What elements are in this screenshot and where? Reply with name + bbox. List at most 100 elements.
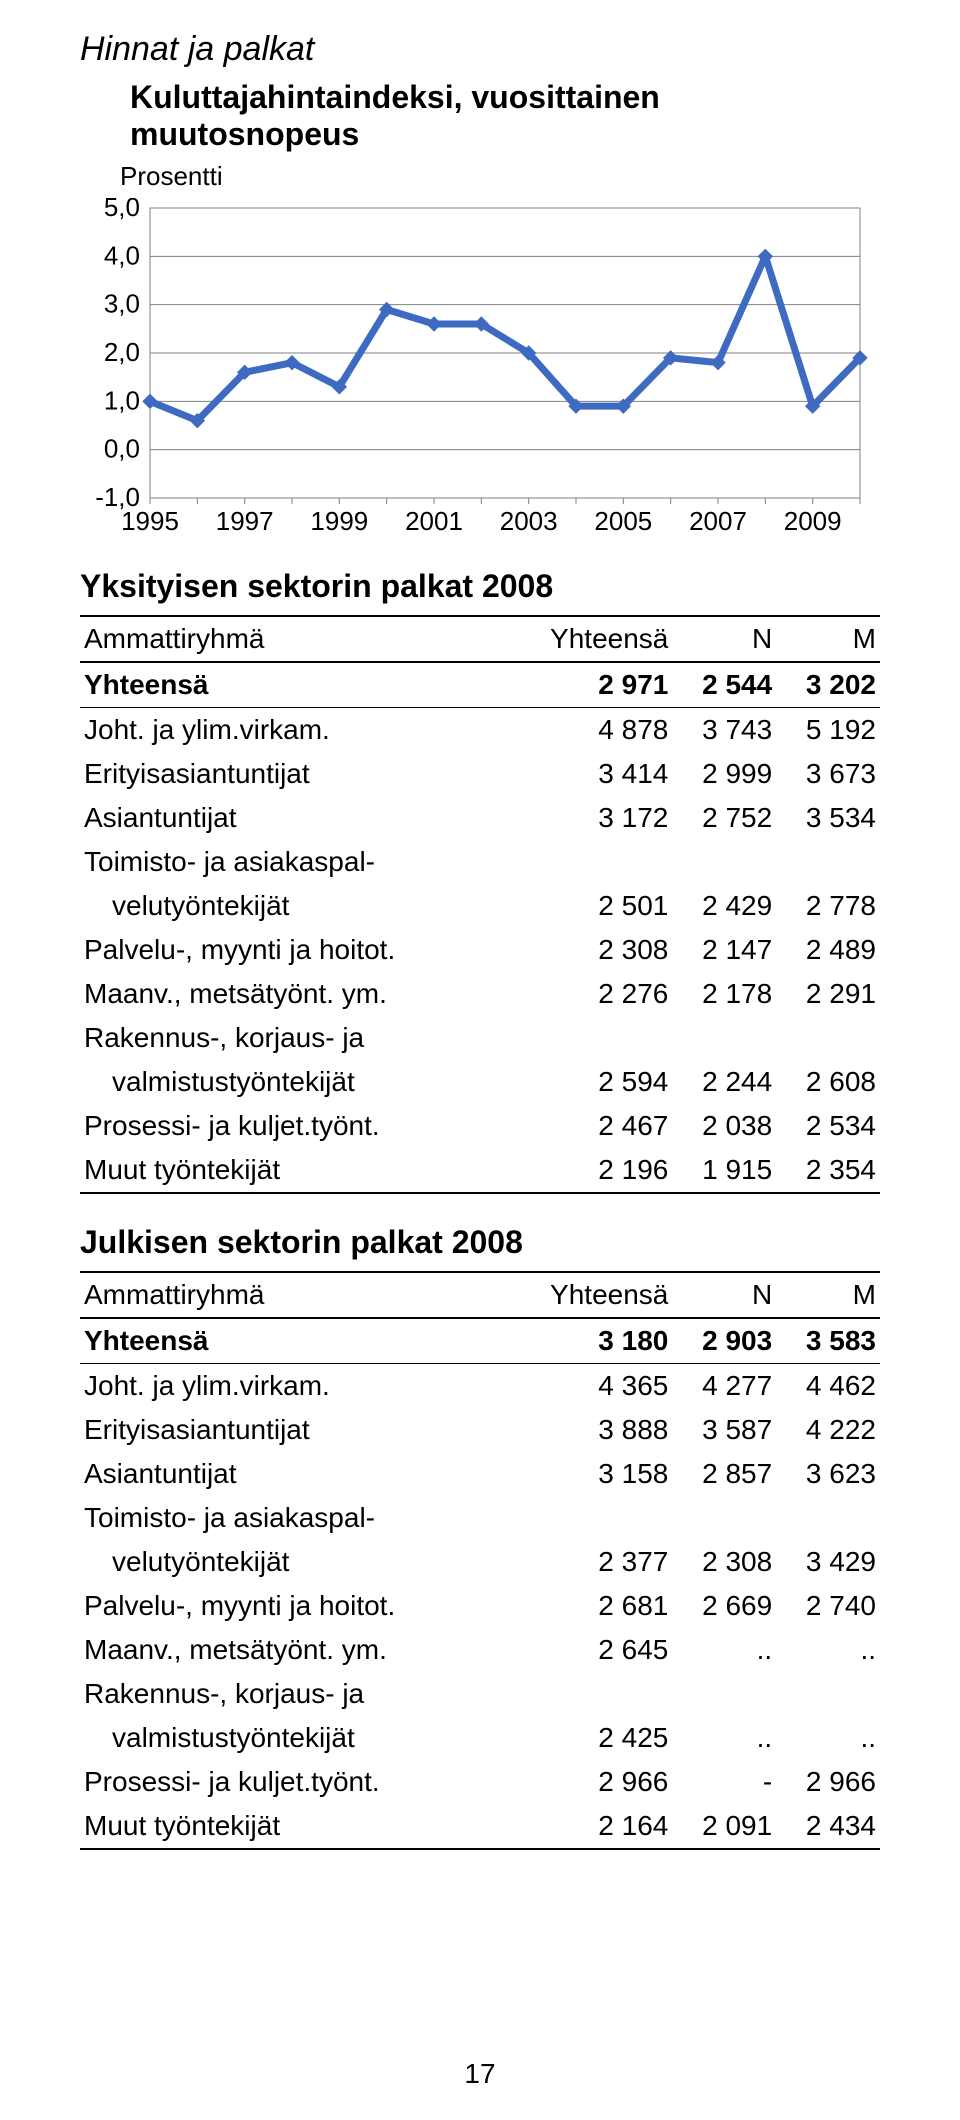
table-row: Prosessi- ja kuljet.työnt.2 4672 0382 53… bbox=[80, 1104, 880, 1148]
table-cell: 2 752 bbox=[672, 796, 776, 840]
table1: Ammattiryhmä Yhteensä N M Yhteensä2 9712… bbox=[80, 615, 880, 1194]
chart-title: Kuluttajahintaindeksi, vuosittainen muut… bbox=[130, 79, 880, 153]
table-cell-label: Joht. ja ylim.virkam. bbox=[80, 1364, 504, 1409]
table-cell-label: Rakennus-, korjaus- ja bbox=[80, 1016, 504, 1060]
x-tick-label: 1999 bbox=[310, 506, 368, 536]
table-cell: 3 429 bbox=[776, 1540, 880, 1584]
table-cell: 2 291 bbox=[776, 972, 880, 1016]
table2-header-1: Yhteensä bbox=[504, 1272, 672, 1318]
table1-header-2: N bbox=[672, 616, 776, 662]
table-cell: 2 645 bbox=[504, 1628, 672, 1672]
table-cell: 2 544 bbox=[672, 662, 776, 708]
table-row: Palvelu-, myynti ja hoitot.2 3082 1472 4… bbox=[80, 928, 880, 972]
table-cell: 2 178 bbox=[672, 972, 776, 1016]
table-row: Asiantuntijat3 1722 7523 534 bbox=[80, 796, 880, 840]
y-tick-label: 3,0 bbox=[104, 289, 140, 319]
table-cell: 3 583 bbox=[776, 1318, 880, 1364]
x-tick-label: 2009 bbox=[784, 506, 842, 536]
table-cell bbox=[504, 1672, 672, 1716]
table-cell-label: Prosessi- ja kuljet.työnt. bbox=[80, 1104, 504, 1148]
table-row: valmistustyöntekijät2 425.... bbox=[80, 1716, 880, 1760]
table-cell-label: valmistustyöntekijät bbox=[80, 1716, 504, 1760]
table-cell: 4 462 bbox=[776, 1364, 880, 1409]
table2-header-0: Ammattiryhmä bbox=[80, 1272, 504, 1318]
table-cell: 3 202 bbox=[776, 662, 880, 708]
table-cell: 2 778 bbox=[776, 884, 880, 928]
table-cell bbox=[776, 1016, 880, 1060]
table-cell: 2 608 bbox=[776, 1060, 880, 1104]
table-cell: 2 434 bbox=[776, 1804, 880, 1849]
table-row: Erityisasiantuntijat3 4142 9993 673 bbox=[80, 752, 880, 796]
table-cell bbox=[776, 840, 880, 884]
table-row: valmistustyöntekijät2 5942 2442 608 bbox=[80, 1060, 880, 1104]
x-tick-label: 2003 bbox=[500, 506, 558, 536]
table-cell: 2 196 bbox=[504, 1148, 672, 1193]
table-cell: 2 377 bbox=[504, 1540, 672, 1584]
table-row: velutyöntekijät2 3772 3083 429 bbox=[80, 1540, 880, 1584]
table-cell: .. bbox=[776, 1628, 880, 1672]
table-cell: 2 966 bbox=[776, 1760, 880, 1804]
table-cell: 2 467 bbox=[504, 1104, 672, 1148]
table-cell: 2 501 bbox=[504, 884, 672, 928]
x-tick-label: 2005 bbox=[594, 506, 652, 536]
y-tick-label: 0,0 bbox=[104, 434, 140, 464]
table-cell: 2 091 bbox=[672, 1804, 776, 1849]
table-cell: .. bbox=[672, 1716, 776, 1760]
table-cell-label: Palvelu-, myynti ja hoitot. bbox=[80, 928, 504, 972]
table1-header-3: M bbox=[776, 616, 880, 662]
table-cell bbox=[776, 1672, 880, 1716]
table-cell bbox=[504, 1016, 672, 1060]
table-row: Joht. ja ylim.virkam.4 3654 2774 462 bbox=[80, 1364, 880, 1409]
page-number: 17 bbox=[0, 2058, 960, 2090]
table-cell-label: Maanv., metsätyönt. ym. bbox=[80, 972, 504, 1016]
table-total-row: Yhteensä2 9712 5443 202 bbox=[80, 662, 880, 708]
table-cell: 2 903 bbox=[672, 1318, 776, 1364]
x-tick-label: 2007 bbox=[689, 506, 747, 536]
table-cell: 3 534 bbox=[776, 796, 880, 840]
chart-container: 5,04,03,02,01,00,0-1,0199519971999200120… bbox=[80, 198, 880, 538]
table-cell: 3 673 bbox=[776, 752, 880, 796]
table-cell-label: velutyöntekijät bbox=[80, 884, 504, 928]
table2-header-3: M bbox=[776, 1272, 880, 1318]
table-cell-label: Erityisasiantuntijat bbox=[80, 1408, 504, 1452]
table-cell: 3 414 bbox=[504, 752, 672, 796]
table-cell: 2 038 bbox=[672, 1104, 776, 1148]
x-tick-label: 1995 bbox=[121, 506, 179, 536]
table-cell: 2 740 bbox=[776, 1584, 880, 1628]
table-cell: 2 308 bbox=[672, 1540, 776, 1584]
table2-title: Julkisen sektorin palkat 2008 bbox=[80, 1224, 880, 1261]
y-axis-label: Prosentti bbox=[120, 161, 880, 192]
y-tick-label: 4,0 bbox=[104, 240, 140, 270]
table-cell: 2 966 bbox=[504, 1760, 672, 1804]
table-row: velutyöntekijät2 5012 4292 778 bbox=[80, 884, 880, 928]
table-cell-label: Maanv., metsätyönt. ym. bbox=[80, 1628, 504, 1672]
table-cell-label: Joht. ja ylim.virkam. bbox=[80, 708, 504, 753]
table-cell: 2 147 bbox=[672, 928, 776, 972]
table1-header-1: Yhteensä bbox=[504, 616, 672, 662]
table-row: Maanv., metsätyönt. ym.2 645.... bbox=[80, 1628, 880, 1672]
table-cell: 2 429 bbox=[672, 884, 776, 928]
table1-header-row: Ammattiryhmä Yhteensä N M bbox=[80, 616, 880, 662]
table2: Ammattiryhmä Yhteensä N M Yhteensä3 1802… bbox=[80, 1271, 880, 1850]
y-tick-label: 2,0 bbox=[104, 337, 140, 367]
table-cell: 2 354 bbox=[776, 1148, 880, 1193]
table-cell bbox=[504, 1496, 672, 1540]
table-cell: 4 878 bbox=[504, 708, 672, 753]
table-cell bbox=[672, 1496, 776, 1540]
table-cell: 4 365 bbox=[504, 1364, 672, 1409]
table2-header-2: N bbox=[672, 1272, 776, 1318]
table-cell: 3 172 bbox=[504, 796, 672, 840]
table-row: Rakennus-, korjaus- ja bbox=[80, 1672, 880, 1716]
y-tick-label: 5,0 bbox=[104, 198, 140, 222]
table-cell-label: Muut työntekijät bbox=[80, 1148, 504, 1193]
x-tick-label: 2001 bbox=[405, 506, 463, 536]
table-cell: 2 534 bbox=[776, 1104, 880, 1148]
table-cell: 2 308 bbox=[504, 928, 672, 972]
table-row: Rakennus-, korjaus- ja bbox=[80, 1016, 880, 1060]
table-cell: Yhteensä bbox=[80, 1318, 504, 1364]
table-row: Prosessi- ja kuljet.työnt.2 966-2 966 bbox=[80, 1760, 880, 1804]
table-cell: 2 669 bbox=[672, 1584, 776, 1628]
table-row: Asiantuntijat3 1582 8573 623 bbox=[80, 1452, 880, 1496]
table1-header-0: Ammattiryhmä bbox=[80, 616, 504, 662]
y-tick-label: 1,0 bbox=[104, 385, 140, 415]
